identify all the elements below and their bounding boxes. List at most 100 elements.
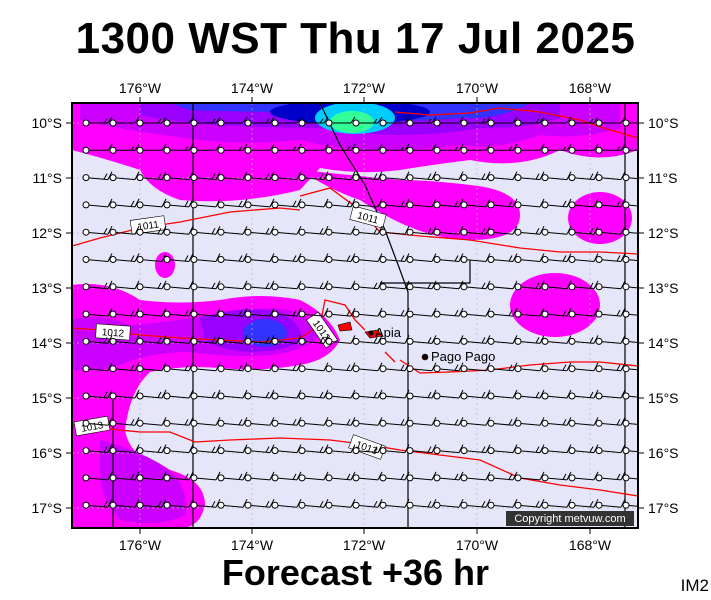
lat-label-17s-right: 17°S <box>648 500 679 516</box>
wind-barb <box>514 444 545 455</box>
wind-barb <box>460 198 491 209</box>
wind-barb <box>568 225 599 236</box>
wind-barb <box>595 116 626 127</box>
wind-barb <box>514 417 545 427</box>
wind-barb <box>217 280 248 291</box>
wind-barb <box>325 280 356 291</box>
wind-barb <box>271 307 302 318</box>
wind-barb <box>595 335 626 345</box>
wind-barb <box>136 498 167 509</box>
lat-label-14s-right: 14°S <box>648 335 679 351</box>
lat-label-14s-left: 14°S <box>31 335 62 351</box>
wind-barb <box>325 225 356 236</box>
wind-barb <box>595 471 626 482</box>
wind-barb <box>406 253 437 263</box>
wind-barb <box>514 498 545 509</box>
wind-barb <box>352 116 383 127</box>
wind-barb <box>433 335 464 345</box>
wind-barb <box>433 280 464 291</box>
wind-barb <box>217 498 248 509</box>
wind-barb <box>433 498 464 509</box>
copyright-text: Copyright metvuw.com <box>514 513 625 525</box>
wind-barb <box>379 171 410 182</box>
wind-barb <box>298 444 329 455</box>
wind-barb <box>298 307 329 318</box>
wind-barb <box>352 253 383 263</box>
wind-barb <box>379 116 410 127</box>
lat-label-12s-left: 12°S <box>31 225 62 241</box>
wind-barb <box>460 335 491 345</box>
wind-barb <box>595 171 626 182</box>
wind-barb <box>190 116 221 127</box>
isobar-label-1011-central: 1011 <box>356 210 380 226</box>
wind-barb <box>190 280 221 291</box>
wind-barb <box>163 116 194 127</box>
wind-barb <box>325 198 356 209</box>
wind-barb <box>433 417 464 427</box>
wind-barb <box>379 253 410 263</box>
wind-barb <box>109 335 140 345</box>
wind-barb <box>487 116 518 127</box>
wind-barb <box>136 280 167 291</box>
wind-barb <box>136 307 167 318</box>
wind-barb <box>514 171 545 182</box>
wind-barb <box>190 307 221 318</box>
wind-barb <box>217 444 248 455</box>
lon-labels-bottom: 176°W 174°W 172°W 170°W 168°W <box>119 537 612 553</box>
wind-barb <box>460 253 491 263</box>
wind-barb <box>406 498 437 509</box>
wind-barb <box>244 498 275 509</box>
wind-barb <box>109 253 140 263</box>
wind-barb <box>595 144 626 154</box>
wind-barb <box>487 307 518 318</box>
wind-barb <box>298 171 329 182</box>
wind-barb <box>271 280 302 291</box>
wind-barb <box>82 171 113 182</box>
wind-barb <box>244 198 275 209</box>
wind-barb <box>298 198 329 209</box>
wind-barb <box>514 389 545 400</box>
wind-barb <box>379 335 410 345</box>
wind-barb <box>190 444 221 455</box>
wind-barb <box>487 362 518 373</box>
wind-barb <box>298 225 329 236</box>
wind-barb <box>244 335 275 345</box>
wind-barb <box>82 307 113 318</box>
wind-barb <box>190 253 221 263</box>
lat-label-13s-right: 13°S <box>648 280 679 296</box>
wind-barb <box>487 171 518 182</box>
wind-barb <box>541 253 572 263</box>
wind-barb <box>271 335 302 345</box>
wind-barb <box>136 171 167 182</box>
wind-barb <box>136 362 167 373</box>
wind-barb <box>190 335 221 345</box>
wind-barb <box>298 389 329 400</box>
wind-barb <box>325 498 356 509</box>
wind-barb <box>406 417 437 427</box>
wind-barb <box>109 171 140 182</box>
wind-barb <box>379 362 410 373</box>
wind-barb <box>541 307 572 318</box>
wind-barb <box>460 362 491 373</box>
wind-barb <box>109 280 140 291</box>
wind-barb <box>217 471 248 482</box>
wind-barb <box>271 444 302 455</box>
wind-barb <box>82 225 113 236</box>
wind-barb <box>163 417 194 427</box>
wind-barb <box>109 307 140 318</box>
wind-barb <box>487 417 518 427</box>
apia-marker <box>368 330 374 336</box>
wind-barb <box>82 498 113 509</box>
wind-barb <box>568 362 599 373</box>
wind-barb <box>352 471 383 482</box>
wind-barb <box>514 225 545 236</box>
wind-barb <box>514 280 545 291</box>
wind-barb <box>595 280 626 291</box>
wind-barb <box>379 498 410 509</box>
wind-barb <box>109 471 140 482</box>
wind-barb <box>163 280 194 291</box>
wind-barb <box>433 116 464 127</box>
wind-barb <box>298 116 329 127</box>
wind-barb <box>460 389 491 400</box>
wind-barb <box>244 307 275 318</box>
